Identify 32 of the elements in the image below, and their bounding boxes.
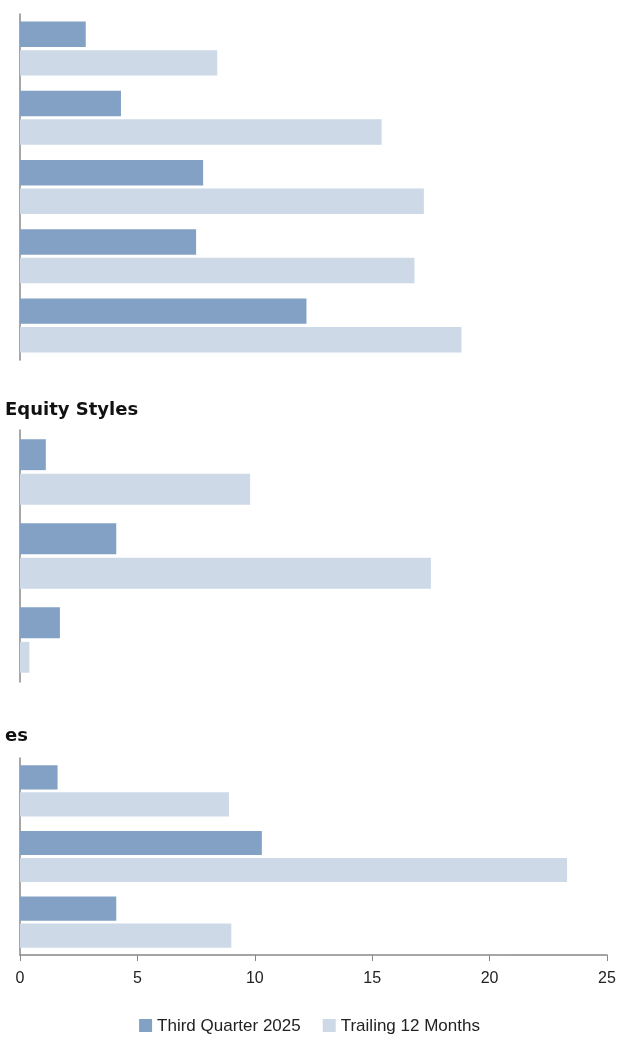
x-tick-label: 20 [480, 968, 499, 986]
bar [20, 326, 462, 353]
legend-label: Third Quarter 2025 [157, 1016, 301, 1035]
bar [20, 298, 307, 324]
bar [20, 830, 262, 856]
bar [20, 857, 568, 883]
bar [20, 896, 117, 921]
chart-title: Equity Styles [5, 397, 139, 419]
x-tick-label: 10 [245, 968, 264, 986]
bar [20, 90, 121, 117]
bar [20, 523, 117, 555]
x-tick-label: 15 [363, 968, 382, 986]
x-tick-label: 25 [598, 968, 616, 986]
bar [20, 923, 232, 948]
bar [20, 160, 204, 186]
chart-title: es [5, 723, 28, 745]
bar [20, 557, 431, 589]
bar [20, 765, 58, 790]
bar [20, 188, 424, 214]
bar [20, 473, 251, 505]
x-tick-label: 0 [15, 968, 25, 986]
bar [20, 607, 60, 639]
bar [20, 50, 218, 76]
bar [20, 641, 30, 673]
bar [20, 439, 46, 471]
bar [20, 119, 382, 145]
x-tick-label: 5 [132, 968, 142, 986]
bar [20, 257, 415, 284]
bar [20, 229, 197, 255]
bar [20, 792, 229, 817]
legend-label: Trailing 12 Months [340, 1016, 480, 1035]
bar [20, 21, 86, 48]
